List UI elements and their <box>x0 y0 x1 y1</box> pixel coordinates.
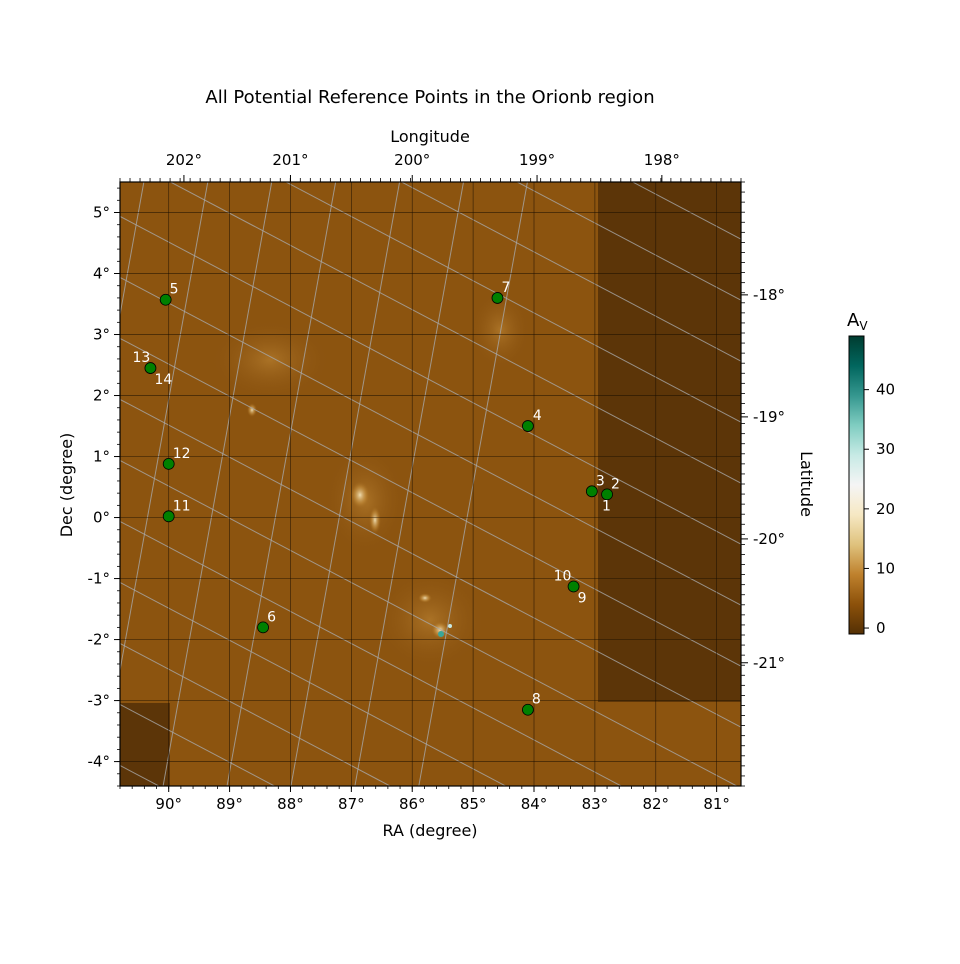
x-tick-label: 84° <box>521 795 548 813</box>
latitude-grid-line <box>120 581 507 786</box>
x-tick-label: 86° <box>399 795 426 813</box>
latitude-grid-line <box>631 182 741 240</box>
x-tick-label: 89° <box>216 795 243 813</box>
top-tick-label: 202° <box>166 151 202 169</box>
x-tick-label: 83° <box>582 795 609 813</box>
reference-point-label: 7 <box>501 280 510 296</box>
reference-point-marker <box>144 362 157 374</box>
x-tick-label: 85° <box>460 795 487 813</box>
reference-point-label: 11 <box>173 498 191 514</box>
colorbar-gradient <box>848 335 865 635</box>
reference-point-marker <box>491 292 504 304</box>
right-axis-label: Latitude <box>797 451 816 517</box>
longitude-grid-line <box>226 182 337 786</box>
reference-point-label: 12 <box>173 446 191 462</box>
y-tick-label: 4° <box>93 265 110 283</box>
longitude-grid-line <box>354 182 464 786</box>
colorbar-label: AV <box>847 310 868 333</box>
reference-point-label: 14 <box>154 372 172 388</box>
right-tick-label: -18° <box>753 286 785 304</box>
right-tick-label: -21° <box>753 654 785 672</box>
latitude-grid-line <box>120 459 738 786</box>
reference-point-marker <box>162 457 175 470</box>
colorbar-tick-label: 0 <box>876 619 886 637</box>
plot-area: 90° 89° 88° 87° 86° 85° 84° 83° 82° 81°5°4°3°2°1°… <box>0 145 785 822</box>
reference-point-label: 10 <box>554 568 572 584</box>
world-coordinate-grid <box>0 145 741 822</box>
y-tick-label: 2° <box>93 387 110 405</box>
colorbar-tick-label: 40 <box>876 381 895 399</box>
latitude-grid-line <box>120 703 276 786</box>
x-axis-label: RA (degree) <box>382 821 477 840</box>
latitude-grid-line <box>400 182 741 362</box>
top-axis-label: Longitude <box>390 127 470 146</box>
reference-point-marker <box>162 510 175 523</box>
longitude-grid-line <box>120 182 145 318</box>
reference-point-label: 2 <box>611 476 620 492</box>
right-tick-label: -20° <box>753 530 785 548</box>
reference-point-marker <box>522 420 534 432</box>
reference-point-label: 13 <box>132 350 150 366</box>
reference-point-marker <box>567 580 580 593</box>
y-tick-label: -3° <box>88 692 110 710</box>
x-tick-label: 81° <box>703 795 730 813</box>
longitude-grid-line <box>290 182 401 786</box>
y-tick-label: -1° <box>88 570 110 588</box>
reference-point-label: 4 <box>533 408 542 424</box>
y-tick-label: -2° <box>88 631 110 649</box>
y-tick-label: 3° <box>93 326 110 344</box>
y-axis-label: Dec (degree) <box>57 433 76 538</box>
reference-point-label: 3 <box>596 473 605 489</box>
reference-point-marker <box>257 621 269 634</box>
x-tick-label: 87° <box>338 795 365 813</box>
latitude-grid-line <box>284 182 741 423</box>
top-tick-label: 200° <box>394 151 430 169</box>
colorbar-tick-label: 20 <box>876 500 895 518</box>
x-tick-label: 88° <box>277 795 304 813</box>
longitude-grid-line <box>162 182 273 786</box>
longitude-grid-line <box>120 182 209 674</box>
latitude-grid-line <box>516 182 741 301</box>
reference-point-label: 1 <box>602 498 611 514</box>
reference-point-marker <box>159 293 172 306</box>
reference-point-label: 6 <box>267 609 276 625</box>
right-tick-label: -19° <box>753 408 785 426</box>
extinction-map <box>120 182 741 786</box>
chart-title: All Potential Reference Points in the Or… <box>205 87 654 108</box>
y-tick-label: 5° <box>93 204 110 222</box>
colorbar-tick-label: 30 <box>876 440 895 458</box>
latitude-grid-line <box>120 337 741 667</box>
top-tick-label: 198° <box>644 151 680 169</box>
latitude-grid-line <box>120 398 741 728</box>
axis-ticks: 90° 89° 88° 87° 86° 85° 84° 83° 82° 81°5°4°3°2°1°… <box>88 151 785 813</box>
reference-point-marker <box>522 703 534 716</box>
reference-point-marker <box>601 488 613 501</box>
top-tick-label: 199° <box>519 151 555 169</box>
colorbar-tick-label: 10 <box>876 559 895 577</box>
colorbar: AV 0 10 20 30 40 <box>847 310 895 637</box>
latitude-grid-line <box>169 182 741 484</box>
reference-point-label: 9 <box>578 590 587 606</box>
top-tick-label: 201° <box>272 151 308 169</box>
reference-point-marker <box>585 485 598 498</box>
ra-dec-grid <box>120 182 741 786</box>
x-tick-label: 90° <box>155 795 182 813</box>
longitude-grid-line <box>0 145 23 822</box>
latitude-grid-line <box>120 215 741 545</box>
y-tick-label: 0° <box>93 509 110 527</box>
latitude-grid-line <box>120 520 623 786</box>
y-tick-label: -4° <box>88 753 110 771</box>
x-tick-label: 82° <box>642 795 669 813</box>
reference-point-label: 8 <box>532 692 541 708</box>
y-tick-label: 1° <box>93 448 110 466</box>
reference-point-label: 5 <box>170 282 179 298</box>
latitude-grid-line <box>120 642 392 786</box>
latitude-grid-line <box>120 276 741 606</box>
